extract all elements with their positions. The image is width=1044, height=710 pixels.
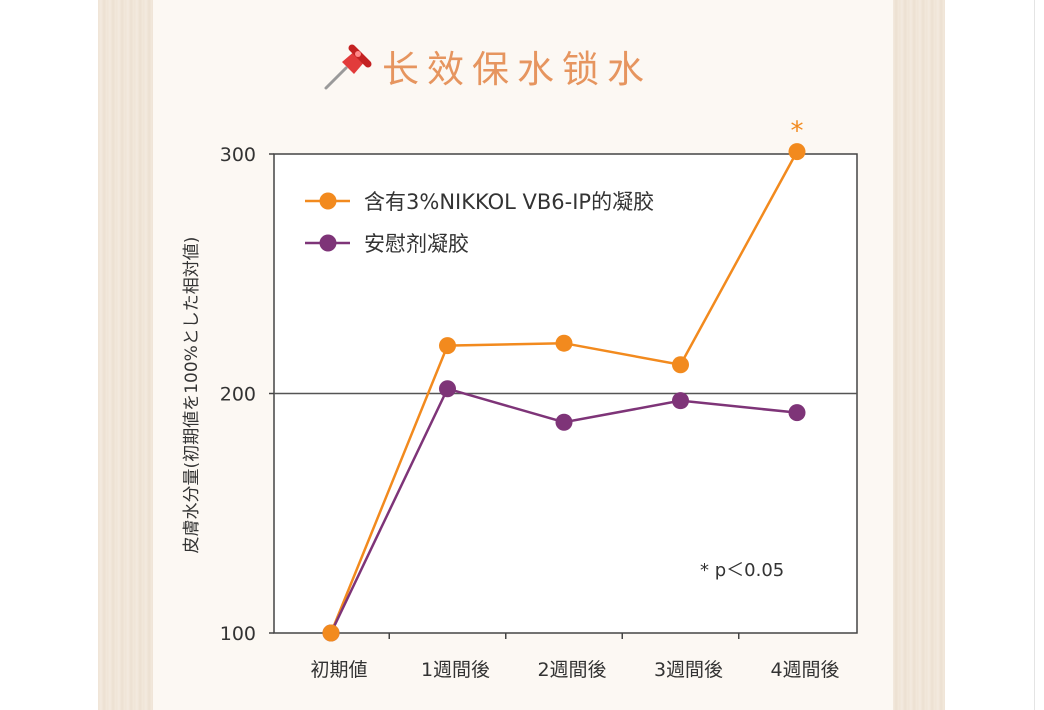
y-tick-label: 300 xyxy=(220,144,256,166)
x-tick-label: 1週間後 xyxy=(421,659,490,681)
x-tick-label: 初期値 xyxy=(310,659,367,681)
data-point-s0-3 xyxy=(672,356,689,374)
data-point-s1-4 xyxy=(788,404,806,422)
data-point-s0-1 xyxy=(439,337,456,355)
data-point-s1-2 xyxy=(555,413,573,431)
pushpin-icon xyxy=(324,44,372,90)
data-point-s0-4 xyxy=(788,143,806,161)
data-point-s0-0 xyxy=(322,624,340,642)
legend-marker-1 xyxy=(319,234,337,252)
data-point-s1-1 xyxy=(439,380,456,398)
x-tick-label: 3週間後 xyxy=(654,659,723,681)
y-axis-label: 皮膚水分量(初期値を100%とした相対値) xyxy=(182,237,202,554)
series-group: * xyxy=(322,117,806,642)
data-point-s1-3 xyxy=(672,392,689,410)
heading-title: 长效保水锁水 xyxy=(382,48,652,91)
page-heading: 长效保水锁水 xyxy=(322,38,652,94)
axis-ticks: 100 200 300 初期値 1週間後 2週間後 3週間後 4週間後 xyxy=(220,144,840,681)
data-point-s0-2 xyxy=(555,334,573,352)
y-tick-label: 200 xyxy=(220,384,256,406)
x-tick-label: 4週間後 xyxy=(770,659,839,681)
legend-label-0: 含有3%NIKKOL VB6-IP的凝胶 xyxy=(364,190,654,214)
legend-label-1: 安慰剂凝胶 xyxy=(364,232,469,256)
significance-asterisk: * xyxy=(791,117,804,147)
x-tick-label: 2週間後 xyxy=(537,659,606,681)
significance-note: * p＜0.05 xyxy=(700,560,784,581)
y-tick-label: 100 xyxy=(220,623,256,645)
legend-marker-0 xyxy=(319,192,337,210)
window-edge xyxy=(1034,0,1044,710)
